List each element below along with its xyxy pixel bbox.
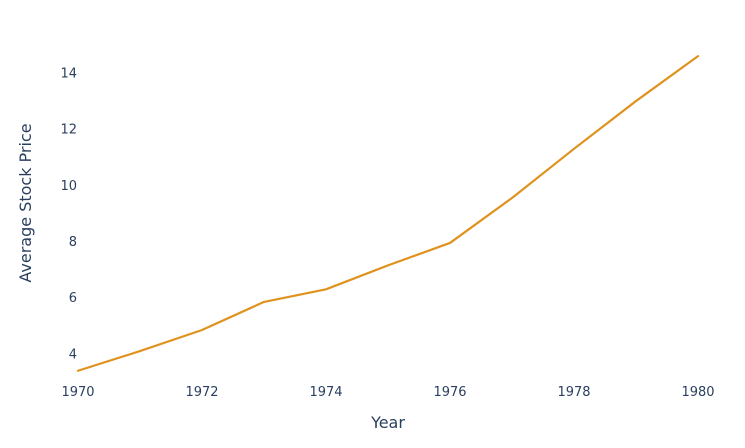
y-tick-label: 12 (60, 123, 77, 138)
x-tick-label: 1974 (309, 385, 342, 400)
y-tick-label: 14 (60, 66, 77, 81)
y-tick-label: 6 (69, 291, 77, 306)
x-axis-ticks: 1970 1972 1974 1976 1978 1980 (61, 385, 714, 400)
x-tick-label: 1976 (433, 385, 466, 400)
series-group (76, 54, 700, 372)
x-tick-label: 1970 (61, 385, 94, 400)
y-axis-title: Average Stock Price (16, 123, 35, 282)
y-tick-label: 4 (69, 347, 77, 362)
x-tick-label: 1972 (185, 385, 218, 400)
x-axis-title: Year (370, 413, 405, 432)
y-tick-label: 10 (60, 179, 77, 194)
y-tick-label: 8 (69, 235, 77, 250)
series-line-0 (76, 54, 700, 372)
x-tick-label: 1980 (681, 385, 714, 400)
y-axis-ticks: 4 6 8 10 12 14 (60, 66, 77, 362)
x-tick-label: 1978 (557, 385, 590, 400)
